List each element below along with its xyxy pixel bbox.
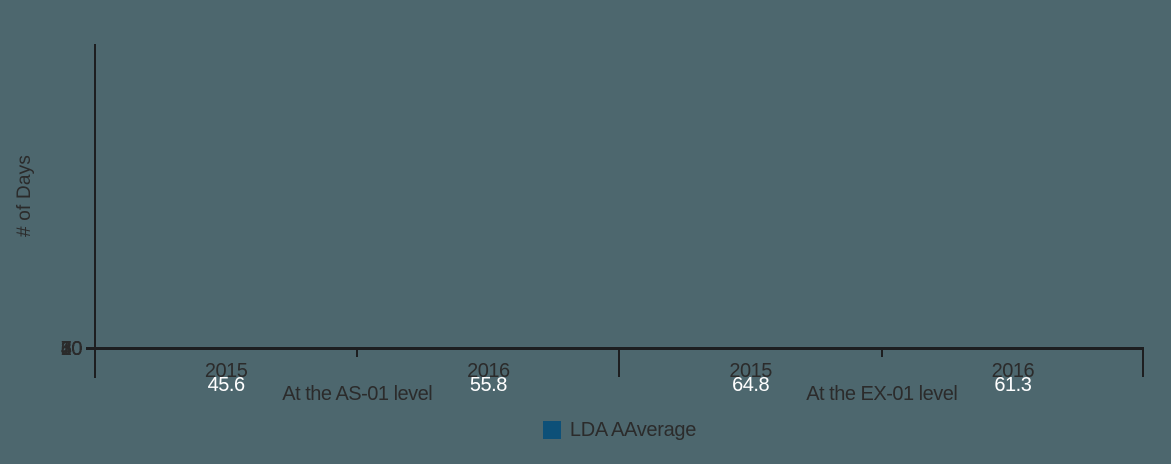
y-axis-line xyxy=(94,43,96,378)
y-tick-label: 50 xyxy=(60,337,83,360)
y-axis-title: # of Days xyxy=(10,43,40,349)
y-tick-label: 20 xyxy=(60,337,83,360)
x-axis-baseline xyxy=(86,347,1144,350)
legend-label: LDA AAverage xyxy=(569,419,697,441)
x-category-label: 2016 xyxy=(467,360,510,382)
legend-swatch xyxy=(542,421,561,439)
y-tick-label: 30 xyxy=(60,337,83,360)
bar-value-label: 64.8 xyxy=(732,373,770,396)
bar-value-label: 55.8 xyxy=(469,373,507,396)
y-tick-label: 70 xyxy=(60,337,83,360)
y-tick-label: 40 xyxy=(60,337,83,360)
bar-value-label: 45.6 xyxy=(207,373,245,396)
x-category-label: 2016 xyxy=(991,360,1035,382)
bar-value-label: 61.3 xyxy=(994,373,1032,396)
x-category-label: 2015 xyxy=(729,360,772,382)
category-tick-mark xyxy=(880,350,883,357)
group-separator-tick xyxy=(1142,350,1144,377)
y-tick-label: 0 xyxy=(71,337,82,360)
y-tick-label: 60 xyxy=(60,337,83,360)
legend: LDA AAverage xyxy=(95,418,1144,442)
x-group-label: At the AS-01 level xyxy=(282,383,433,405)
x-category-label: 2015 xyxy=(204,360,248,382)
y-axis-title-text: # of Days xyxy=(14,154,35,238)
category-tick-mark xyxy=(356,350,359,357)
y-tick-label: 10 xyxy=(60,337,83,360)
group-separator-tick xyxy=(617,350,620,377)
x-group-label: At the EX-01 level xyxy=(806,383,958,405)
